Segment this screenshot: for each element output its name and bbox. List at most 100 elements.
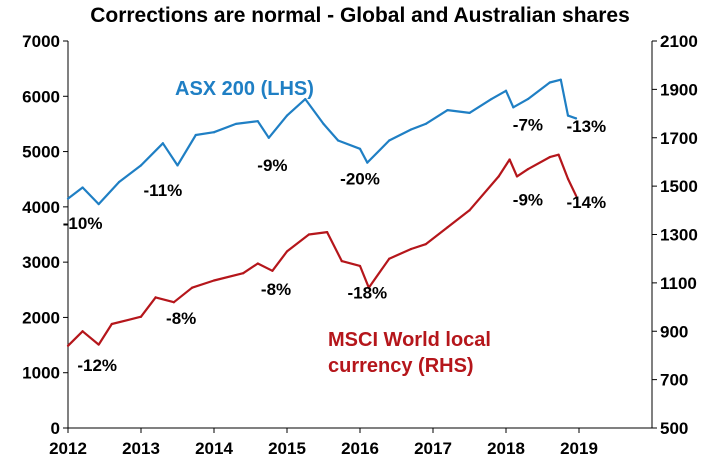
series-point (557, 153, 560, 156)
series-point (366, 161, 369, 164)
x-tick-label: 2013 (122, 439, 160, 458)
correction-label: -11% (144, 181, 183, 200)
series-point (267, 136, 270, 139)
x-tick-label: 2018 (487, 439, 525, 458)
series-point (285, 250, 289, 253)
x-tick-label: 2016 (341, 439, 379, 458)
series-point (191, 286, 194, 289)
series-label-msci-line2: currency (RHS) (328, 355, 474, 377)
series-point (574, 117, 578, 120)
y-right-tick-label: 1700 (660, 129, 698, 148)
series-point (256, 262, 259, 265)
series-point (446, 226, 449, 229)
correction-label: -8% (261, 280, 291, 299)
series-point (515, 175, 519, 178)
series-point (388, 139, 391, 142)
x-tick-label: 2014 (195, 439, 233, 458)
y-right-tick-label: 2100 (660, 32, 698, 51)
y-left-tick-label: 3000 (22, 253, 60, 272)
series-point (508, 158, 511, 161)
series-point (388, 257, 391, 260)
y-left-tick-label: 4000 (22, 198, 60, 217)
series-point (256, 120, 259, 123)
series-point (526, 97, 530, 101)
series-point (242, 272, 245, 275)
y-right-tick-label: 1100 (660, 274, 697, 293)
x-tick-label: 2015 (268, 439, 306, 458)
y-left-tick-label: 2000 (22, 308, 60, 327)
series-point (161, 142, 164, 145)
series-point (322, 122, 325, 126)
series-point (559, 78, 562, 81)
series-point (468, 111, 471, 114)
series-point (337, 139, 340, 142)
y-left-tick-label: 5000 (22, 143, 60, 162)
series-point (110, 322, 113, 326)
series-point (304, 97, 307, 101)
series-point (468, 209, 471, 212)
series-point (566, 177, 570, 180)
series-label-asx200: ASX 200 (LHS) (175, 78, 314, 100)
correction-label: -13% (566, 117, 606, 136)
correction-label: -9% (257, 156, 287, 175)
series-point (172, 301, 175, 304)
y-left-tick-label: 0 (51, 419, 60, 438)
correction-label: -14% (566, 193, 606, 212)
x-tick-label: 2019 (560, 439, 598, 458)
y-right-tick-label: 1300 (660, 226, 698, 245)
y-right-tick-label: 1900 (660, 80, 698, 99)
correction-label: -10% (63, 214, 103, 233)
series-point (139, 164, 143, 167)
series-point (271, 269, 274, 272)
series-point (548, 81, 551, 84)
y-right-tick-label: 900 (660, 322, 688, 341)
correction-label: -9% (513, 190, 543, 209)
y-right-tick-label: 500 (660, 419, 688, 438)
y-left-tick-label: 7000 (22, 32, 60, 51)
series-point (410, 128, 413, 131)
y-left-tick-label: 1000 (22, 364, 60, 383)
series-point (497, 175, 500, 178)
series-point (139, 315, 143, 318)
series-label-msci-line1: MSCI World local (328, 329, 491, 351)
series-point (285, 114, 289, 117)
series-point (566, 114, 570, 117)
series-point (410, 247, 413, 251)
series-point (574, 194, 578, 197)
series-point (548, 156, 551, 159)
series-point (194, 133, 197, 137)
correction-label: -18% (347, 284, 387, 303)
y-left-tick-label: 6000 (22, 87, 60, 106)
y-right-tick-label: 700 (660, 371, 688, 390)
series-point (176, 164, 179, 167)
series-point (66, 344, 70, 347)
series-point (358, 147, 362, 150)
x-tick-label: 2017 (414, 439, 452, 458)
series-point (307, 233, 310, 236)
series-point (326, 230, 329, 234)
x-tick-label: 2012 (49, 439, 87, 458)
series-point (358, 264, 362, 268)
series-point (424, 122, 427, 126)
series-point (512, 106, 515, 109)
series-point (490, 97, 493, 101)
series-point (340, 260, 343, 263)
y-right-tick-label: 1500 (660, 177, 698, 196)
series-point (97, 343, 100, 346)
series-point (424, 243, 427, 246)
series-point (212, 131, 216, 134)
correction-label: -8% (166, 309, 196, 328)
correction-label: -12% (77, 356, 117, 375)
series-point (81, 330, 84, 333)
series-point (81, 186, 84, 189)
series-point (212, 279, 216, 282)
series-point (97, 202, 100, 206)
chart-title: Corrections are normal - Global and Aust… (90, 4, 630, 27)
series-point (234, 122, 237, 126)
correction-label: -7% (513, 116, 543, 135)
series-point (154, 296, 157, 299)
series-point (504, 89, 508, 92)
series-point (66, 197, 70, 200)
